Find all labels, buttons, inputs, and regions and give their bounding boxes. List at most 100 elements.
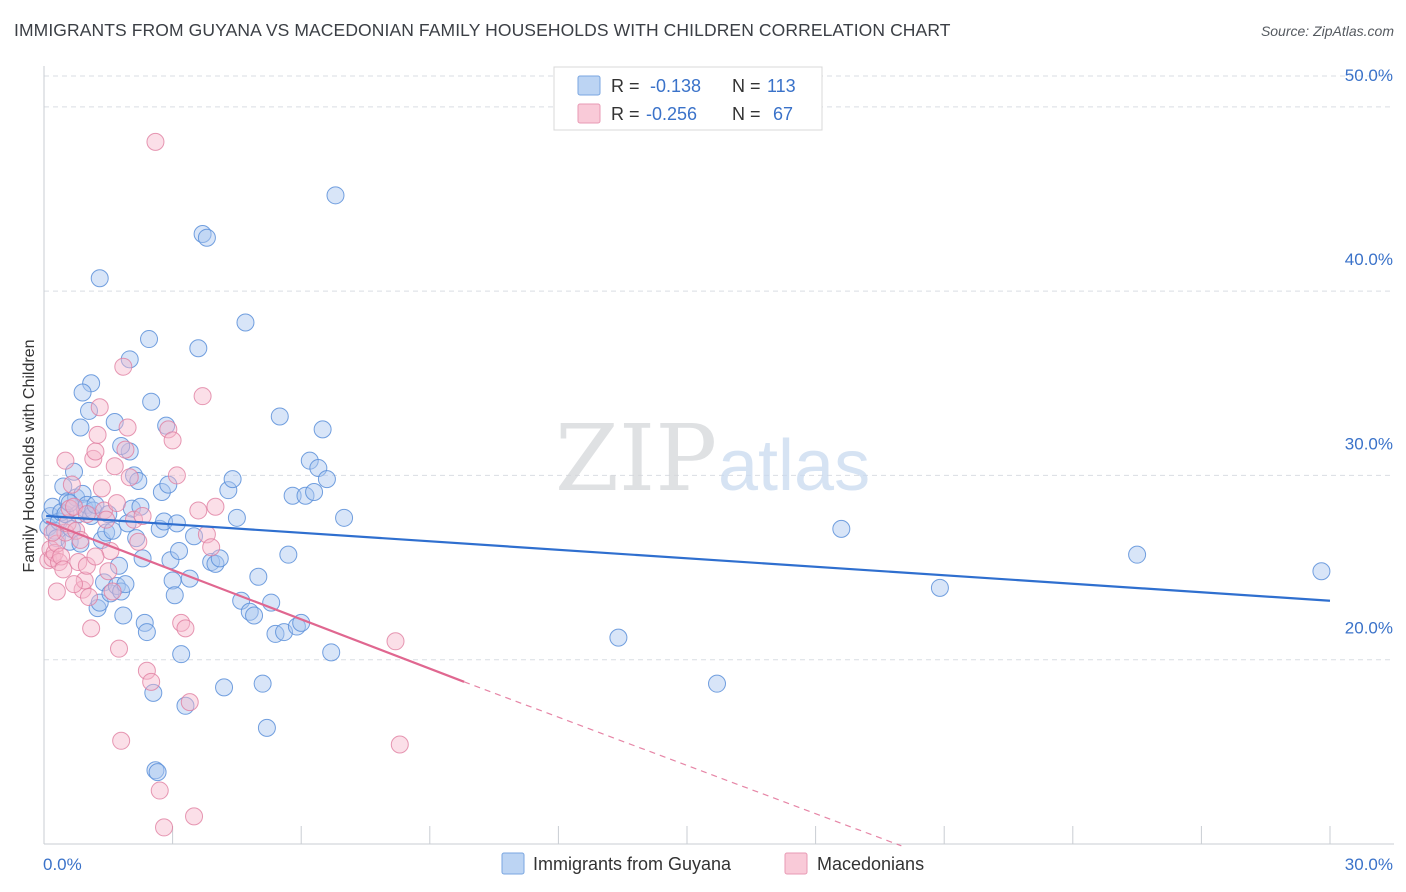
legend-swatch-blue bbox=[577, 75, 601, 96]
guyana-point bbox=[219, 481, 238, 500]
guyana-point bbox=[227, 508, 246, 527]
macedonians-point bbox=[125, 510, 144, 529]
guyana-point bbox=[189, 339, 208, 358]
macedonians-point bbox=[137, 661, 156, 680]
macedonians-point bbox=[90, 398, 109, 417]
y-tick-label: 30.0% bbox=[1345, 434, 1393, 453]
guyana-point bbox=[249, 567, 268, 586]
x-tick-label-max: 30.0% bbox=[1345, 855, 1393, 874]
macedonians-point bbox=[105, 457, 124, 476]
macedonians-point bbox=[146, 132, 165, 151]
guyana-point bbox=[73, 383, 92, 402]
guyana-point bbox=[148, 763, 167, 782]
legend-swatch-pink bbox=[577, 103, 601, 124]
legend-n-label-pink: N = bbox=[732, 104, 761, 124]
macedonians-point bbox=[112, 731, 131, 750]
macedonians-point bbox=[65, 575, 84, 594]
guyana-point bbox=[120, 350, 139, 369]
x-tick-label-min: 0.0% bbox=[43, 855, 82, 874]
guyana-point bbox=[80, 401, 99, 420]
tick-labels: 20.0% 30.0% 40.0% 50.0% 0.0% 30.0% bbox=[43, 66, 1393, 874]
macedonians-point bbox=[180, 693, 199, 712]
guyana-point bbox=[114, 606, 133, 625]
guyana-point bbox=[326, 186, 345, 205]
macedonians-point bbox=[80, 588, 99, 607]
macedonians-trend-line bbox=[45, 520, 465, 683]
guyana-point bbox=[110, 556, 129, 575]
guyana-point bbox=[245, 606, 264, 625]
bottom-legend-label-guyana: Immigrants from Guyana bbox=[533, 854, 732, 874]
guyana-point bbox=[170, 541, 189, 560]
macedonians-point bbox=[92, 479, 111, 498]
macedonians-point bbox=[114, 357, 133, 376]
watermark-atlas: atlas bbox=[718, 426, 870, 506]
chart-title: IMMIGRANTS FROM GUYANA VS MACEDONIAN FAM… bbox=[14, 20, 951, 40]
macedonians-point bbox=[110, 639, 129, 658]
macedonians-point bbox=[107, 494, 126, 513]
macedonians-point bbox=[120, 468, 139, 487]
guyana-point bbox=[197, 228, 216, 247]
guyana-point bbox=[142, 392, 161, 411]
guyana-point bbox=[257, 718, 276, 737]
macedonians-point bbox=[62, 475, 81, 494]
y-axis-title: Family Households with Children bbox=[21, 340, 38, 573]
guyana-point bbox=[1128, 545, 1147, 564]
legend-r-value-blue: -0.138 bbox=[650, 76, 701, 96]
guyana-point bbox=[283, 486, 302, 505]
guyana-point bbox=[609, 628, 628, 647]
legend-r-value-pink: -0.256 bbox=[646, 104, 697, 124]
macedonians-point bbox=[133, 506, 152, 525]
guyana-point bbox=[137, 623, 156, 642]
source-credit: Source: ZipAtlas.com bbox=[1260, 23, 1394, 39]
guyana-point bbox=[305, 483, 324, 502]
guyana-point bbox=[708, 674, 727, 693]
watermark: ZIP atlas bbox=[555, 405, 870, 512]
macedonians-point bbox=[47, 582, 66, 601]
guyana-point bbox=[236, 313, 255, 332]
series-legend: Immigrants from Guyana Macedonians bbox=[501, 852, 924, 875]
macedonians-point bbox=[189, 501, 208, 520]
guyana-point bbox=[270, 407, 289, 426]
macedonians-point bbox=[56, 451, 75, 470]
macedonians-point bbox=[54, 560, 73, 579]
macedonians-point bbox=[163, 431, 182, 450]
macedonians-point bbox=[116, 440, 135, 459]
macedonians-point bbox=[167, 466, 186, 485]
series-guyana-points bbox=[39, 186, 1331, 782]
macedonians-point bbox=[69, 553, 88, 572]
guyana-point bbox=[90, 269, 109, 288]
macedonians-point bbox=[176, 619, 195, 638]
macedonians-point bbox=[75, 571, 94, 590]
y-tick-label: 50.0% bbox=[1345, 66, 1393, 85]
trend-lines bbox=[45, 514, 1331, 847]
macedonians-point bbox=[155, 818, 174, 837]
guyana-point bbox=[279, 545, 298, 564]
macedonians-point bbox=[193, 387, 212, 406]
guyana-point bbox=[335, 508, 354, 527]
guyana-point bbox=[172, 645, 191, 664]
macedonians-point bbox=[103, 582, 122, 601]
guyana-point bbox=[253, 674, 272, 693]
guyana-point bbox=[152, 483, 171, 502]
y-tick-label: 40.0% bbox=[1345, 250, 1393, 269]
macedonians-point bbox=[206, 497, 225, 516]
guyana-point bbox=[832, 519, 851, 538]
legend-n-value-pink: 67 bbox=[773, 104, 793, 124]
macedonians-point bbox=[185, 807, 204, 826]
guyana-point bbox=[163, 571, 182, 590]
guyana-point bbox=[165, 586, 184, 605]
macedonians-point bbox=[99, 562, 118, 581]
guyana-point bbox=[313, 420, 332, 439]
macedonians-point bbox=[118, 418, 137, 437]
bottom-legend-label-macedonians: Macedonians bbox=[817, 854, 924, 874]
bottom-legend-swatch-pink bbox=[784, 852, 808, 875]
stats-legend: R = -0.138 N = 113 R = -0.256 N = 67 bbox=[553, 66, 823, 131]
macedonians-point bbox=[150, 781, 169, 800]
macedonians-point bbox=[129, 532, 148, 551]
series-macedonians-points bbox=[39, 132, 409, 837]
legend-n-value-blue: 113 bbox=[767, 76, 796, 96]
guyana-point bbox=[317, 470, 336, 489]
macedonians-point bbox=[86, 547, 105, 566]
y-tick-label: 20.0% bbox=[1345, 619, 1393, 638]
